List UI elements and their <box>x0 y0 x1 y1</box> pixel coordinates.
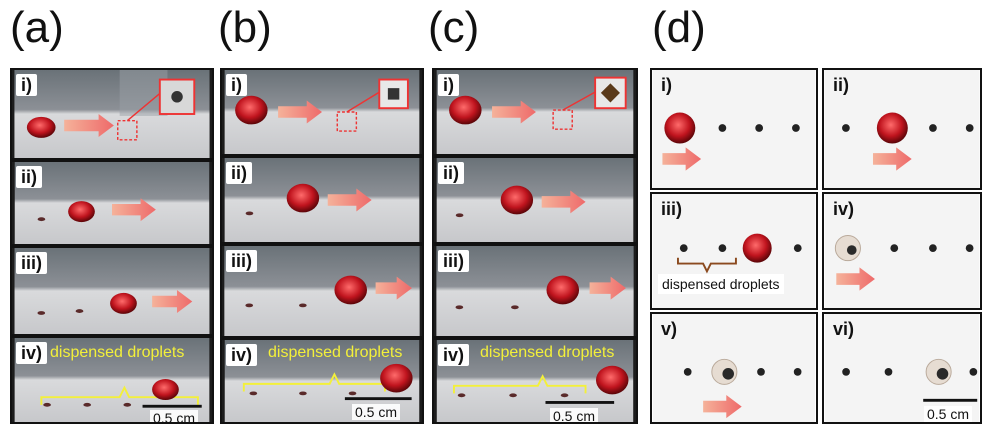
panel-a-frame-iii: iii) <box>10 246 214 336</box>
panel-a-label: (a) <box>10 3 64 52</box>
arrow-right-icon <box>375 276 412 300</box>
panel-d-frame-ii: ii) <box>822 68 982 190</box>
sub-label: iv) <box>226 344 258 366</box>
sub-label: iv) <box>16 342 48 364</box>
dispensed-droplets-label: dispensed droplets <box>50 344 185 361</box>
scale-label: 0.5 cm <box>550 408 599 422</box>
panel-d-frame-iv: iv) <box>822 192 982 310</box>
panel-d-frame-vi: vi) 0.5 cm <box>822 312 982 424</box>
sub-label: iii) <box>438 250 469 272</box>
sub-label: i) <box>226 74 247 96</box>
scale-bar <box>545 401 615 404</box>
panel-a-scene-i <box>14 70 210 158</box>
arrow-right-icon <box>872 147 912 171</box>
dispensed-droplets-label: dispensed droplets <box>480 344 615 361</box>
sub-label: vi) <box>833 319 855 339</box>
panel-c-label: (c) <box>428 3 480 52</box>
arrow-right-icon <box>541 190 586 214</box>
arrow-right-icon <box>589 276 626 300</box>
sub-label: ii) <box>438 162 464 184</box>
sub-label: ii) <box>226 162 252 184</box>
droplet <box>380 363 413 393</box>
panel-c-frame-ii: ii) <box>432 156 638 244</box>
scale-bar <box>344 397 412 401</box>
droplet <box>26 116 56 138</box>
bracket <box>677 257 737 274</box>
dispensed-droplets-label: dispensed droplets <box>658 274 784 294</box>
scale-bar <box>923 398 978 402</box>
arrow-right-icon <box>327 188 372 212</box>
bracket <box>453 374 587 394</box>
sub-label: iii) <box>661 199 682 219</box>
sub-label: v) <box>661 319 678 339</box>
arrow-right-icon <box>662 147 702 171</box>
arrow-right-icon <box>152 290 193 313</box>
sub-label: i) <box>438 74 459 96</box>
droplet <box>546 275 580 305</box>
panel-c-frame-iii: iii) <box>432 244 638 338</box>
scale-bar <box>142 404 202 408</box>
droplet <box>334 275 367 305</box>
droplet <box>449 95 482 125</box>
droplet <box>742 233 772 263</box>
panel-d-frame-v: v) <box>650 312 818 424</box>
sub-label: ii) <box>16 166 42 188</box>
panel-a-frame-i: i) <box>10 68 214 160</box>
droplet <box>876 112 908 144</box>
panel-b-frame-iv: iv) dispensed droplets 0.5 cm <box>220 338 424 424</box>
panel-d-label: (d) <box>652 3 706 52</box>
panel-d-frame-iii: iii) dispensed droplets <box>650 192 818 310</box>
sub-label: ii) <box>833 75 849 95</box>
panel-a-frame-iv: iv) dispensed droplets 0.5 cm <box>10 336 214 424</box>
sub-label: i) <box>661 75 672 95</box>
droplet <box>596 365 629 395</box>
panel-d-frame-i: i) <box>650 68 818 190</box>
droplet <box>235 95 268 125</box>
panel-b-frame-i: i) <box>220 68 424 156</box>
sub-label: i) <box>16 74 37 96</box>
dispensed-droplets-label: dispensed droplets <box>268 344 403 361</box>
arrow-right-icon <box>492 100 536 124</box>
panel-b-label: (b) <box>218 3 272 52</box>
scale-label: 0.5 cm <box>924 406 973 422</box>
arrow-right-icon <box>64 114 114 137</box>
droplet <box>68 201 95 223</box>
panel-c-frame-iv: iv) dispensed droplets 0.5 cm <box>432 338 638 424</box>
arrow-right-icon <box>278 100 322 124</box>
sub-label: iv) <box>438 344 470 366</box>
arrow-right-icon <box>112 198 156 222</box>
droplet <box>152 379 179 401</box>
sub-label: iii) <box>226 250 257 272</box>
scale-label: 0.5 cm <box>150 410 199 422</box>
droplet <box>286 183 320 213</box>
panel-b-frame-iii: iii) <box>220 244 424 338</box>
droplet <box>110 292 137 314</box>
panel-a-frame-ii: ii) <box>10 160 214 246</box>
scale-label: 0.5 cm <box>352 404 401 420</box>
droplet <box>664 112 696 144</box>
bracket <box>40 385 199 405</box>
sub-label: iv) <box>833 199 855 219</box>
panel-b-frame-ii: ii) <box>220 156 424 244</box>
panel-c-frame-i: i) <box>432 68 638 156</box>
droplet <box>500 185 534 215</box>
sub-label: iii) <box>16 252 47 274</box>
